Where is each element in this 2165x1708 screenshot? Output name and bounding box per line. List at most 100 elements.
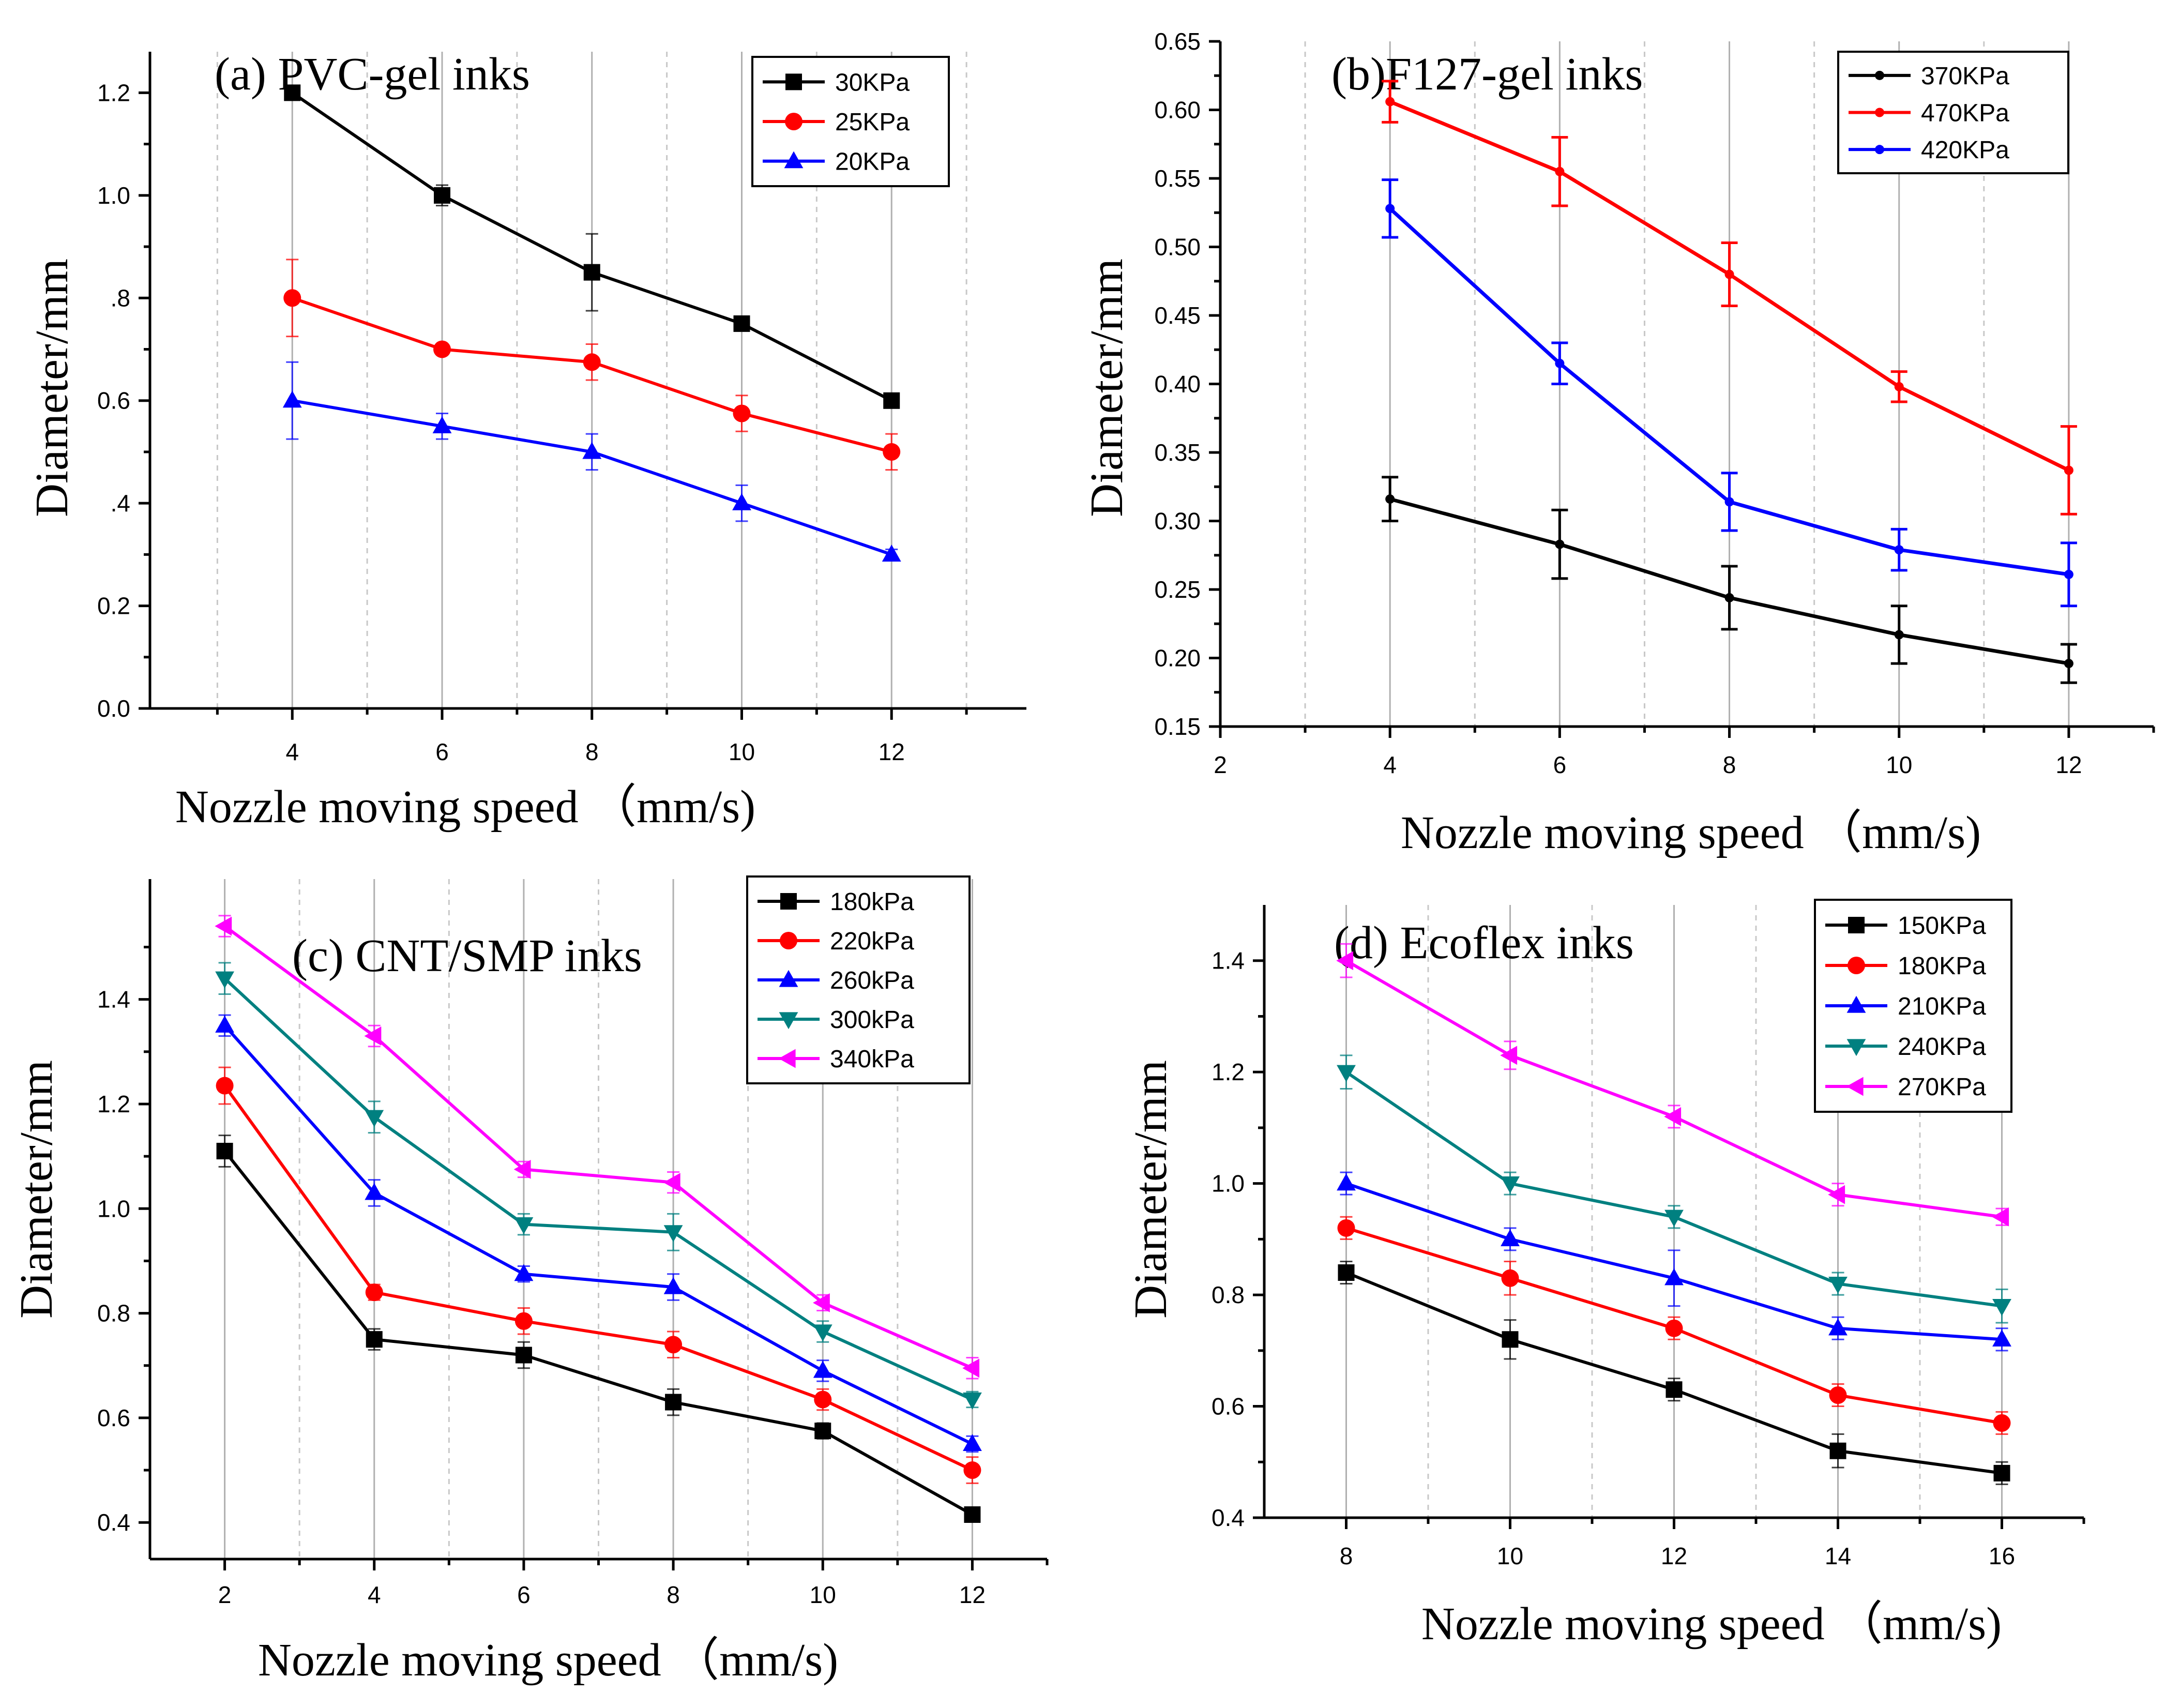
y-tick-label: 0.45 xyxy=(1154,302,1201,329)
legend-marker xyxy=(780,893,797,910)
data-point xyxy=(514,1264,534,1281)
data-point xyxy=(365,1110,384,1127)
data-point xyxy=(1894,382,1904,391)
legend-marker xyxy=(779,970,798,987)
data-point xyxy=(1501,1269,1519,1287)
legend-d: 150KPa 180KPa 210KPa 240KPa 270KPa xyxy=(1814,899,2012,1113)
data-point xyxy=(813,1293,830,1312)
y-tick-label: 0.6 xyxy=(97,387,130,414)
x-tick-label: 8 xyxy=(667,1581,680,1608)
data-point xyxy=(963,1434,982,1452)
data-point xyxy=(513,1160,531,1179)
data-point xyxy=(1336,951,1354,971)
data-point xyxy=(1664,1107,1682,1126)
data-point xyxy=(1502,1331,1519,1348)
x-tick-label: 10 xyxy=(1497,1543,1523,1569)
x-tick-label: 10 xyxy=(729,738,755,765)
data-point xyxy=(1665,1319,1683,1337)
panel-title: (d) Ecoflex inks xyxy=(1334,917,1634,969)
axes-c: 2 4 6 8 10 12 0.4 0.6 0.8 1.0 1.2 1.4 xyxy=(97,879,1049,1608)
data-point xyxy=(1992,1207,2009,1227)
data-point xyxy=(284,84,301,101)
y-tick-label: 0.25 xyxy=(1154,576,1201,603)
legend-label: 260kPa xyxy=(830,967,914,994)
legend-label: 270KPa xyxy=(1898,1074,1986,1101)
legend-entry-240KPa: 240KPa xyxy=(1825,1033,1986,1061)
legend-marker xyxy=(1875,70,1884,80)
series-group-a xyxy=(282,84,901,562)
legend-marker xyxy=(785,113,803,130)
series-220kPa xyxy=(216,1066,981,1484)
series-370KPa xyxy=(1382,476,2077,684)
chart-b: 2 4 6 8 10 12 0.15 0.20 0.25 0.30 0.35 0.40 0.45 0.50… xyxy=(1081,28,2155,858)
data-point xyxy=(365,1283,383,1302)
x-tick-label: 8 xyxy=(585,738,599,765)
legend-entry-180kPa: 180kPa xyxy=(758,888,914,916)
data-point xyxy=(663,1173,680,1192)
legend-marker xyxy=(1846,1039,1866,1056)
legend-entry-210KPa: 210KPa xyxy=(1825,993,1986,1020)
series-150KPa xyxy=(1338,1260,2010,1485)
x-tick-label: 6 xyxy=(517,1581,531,1608)
panel-title: (c) CNT/SMP inks xyxy=(292,930,642,981)
x-tick-label: 4 xyxy=(1383,751,1397,778)
axes-d: 8 10 12 14 16 0.4 0.6 0.8 1.0 1.2 1.4 xyxy=(1212,905,2085,1569)
legend-label: 150KPa xyxy=(1898,912,1986,940)
series-340kPa xyxy=(215,915,980,1380)
data-point xyxy=(1385,97,1395,107)
series-line xyxy=(223,1024,973,1446)
y-tick-label: 0.6 xyxy=(1212,1393,1245,1420)
data-point xyxy=(665,1394,682,1411)
data-point xyxy=(515,1347,532,1364)
x-tick-label: 14 xyxy=(1825,1543,1851,1569)
data-point xyxy=(883,392,900,409)
y-tick-label: .4 xyxy=(111,490,130,517)
y-tick-label: .8 xyxy=(111,284,130,311)
x-axis-title: Nozzle moving speed （mm/s) xyxy=(1401,807,1981,858)
data-point xyxy=(732,493,751,510)
axes-b: 2 4 6 8 10 12 0.15 0.20 0.25 0.30 0.35 0.40 0.45 0.50… xyxy=(1154,28,2155,778)
data-point xyxy=(2064,569,2073,579)
data-point xyxy=(962,1358,980,1378)
data-point xyxy=(582,442,602,459)
x-tick-label: 12 xyxy=(2055,751,2082,778)
data-point xyxy=(1337,1065,1356,1082)
x-tick-label: 4 xyxy=(285,738,299,765)
legend-entry-30KPa: 30KPa xyxy=(763,69,910,96)
data-point xyxy=(963,1392,982,1410)
legend-marker xyxy=(1846,1077,1864,1096)
data-point xyxy=(1828,1276,1848,1294)
data-point xyxy=(1828,1318,1848,1336)
data-point xyxy=(1829,1442,1846,1459)
y-tick-label: 1.0 xyxy=(97,182,130,209)
series-group-b xyxy=(1382,80,2077,684)
legend-entry-420KPa: 420KPa xyxy=(1849,137,2009,164)
y-tick-label: 1.4 xyxy=(1212,947,1245,974)
data-point xyxy=(583,264,600,281)
data-point xyxy=(1501,1176,1520,1193)
y-tick-label: 0.0 xyxy=(97,695,130,722)
legend-entry-20KPa: 20KPa xyxy=(763,148,910,176)
series-210KPa xyxy=(1337,1171,2011,1352)
legend-entry-270KPa: 270KPa xyxy=(1825,1074,1986,1101)
series-260kPa xyxy=(215,1014,982,1453)
series-line xyxy=(223,925,973,1370)
x-axis-title: Nozzle moving speed （mm/s) xyxy=(175,781,755,833)
y-tick-label: 0.50 xyxy=(1154,234,1201,261)
data-point xyxy=(1992,1299,2011,1316)
legend-marker xyxy=(1848,917,1865,933)
data-point xyxy=(1500,1046,1518,1065)
legend-entry-260kPa: 260kPa xyxy=(758,967,914,994)
data-point xyxy=(733,404,751,422)
data-point xyxy=(2064,465,2073,475)
legend-marker xyxy=(784,151,804,169)
legend-label: 220kPa xyxy=(830,928,914,955)
y-tick-label: 0.4 xyxy=(1212,1504,1245,1531)
series-line xyxy=(223,1084,973,1472)
legend-label: 210KPa xyxy=(1898,993,1986,1020)
data-point xyxy=(1664,1210,1684,1227)
data-point xyxy=(215,971,234,989)
data-point xyxy=(432,416,452,433)
legend-marker xyxy=(779,1012,798,1030)
series-180kPa xyxy=(216,1135,981,1523)
